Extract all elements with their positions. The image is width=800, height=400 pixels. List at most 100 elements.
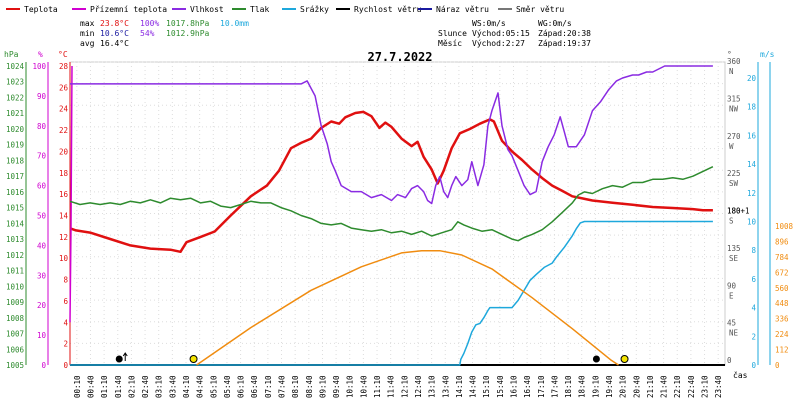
pressure-tick-label: 1014 (6, 219, 25, 228)
compass-label: N (729, 67, 734, 76)
moon-icon (115, 355, 123, 363)
x-tick-label: 06:10 (237, 375, 246, 398)
hpa-unit: hPa (4, 50, 19, 59)
temperature-tick-label: 26 (59, 83, 69, 92)
pressure-tick-label: 1016 (6, 188, 25, 197)
x-tick-label: 00:10 (73, 375, 82, 398)
x-tick-label: 02:10 (127, 375, 136, 398)
wind-tick-label: 18 (747, 103, 757, 112)
x-tick-label: 20:10 (619, 375, 628, 398)
series-line (70, 220, 713, 366)
sunrise-time: Východ:05:15 (472, 29, 530, 38)
legend-label: Vlhkost (190, 5, 224, 14)
pressure-tick-label: 1007 (6, 330, 24, 339)
x-tick-label: 21:40 (660, 375, 669, 398)
x-tick-label: 16:40 (523, 375, 532, 398)
max-humidity: 100% (140, 19, 159, 28)
humidity-tick-label: 30 (37, 271, 47, 280)
pressure-tick-label: 1018 (6, 156, 25, 165)
wind-tick-label: 16 (747, 131, 757, 140)
x-tick-label: 04:10 (182, 375, 191, 398)
wind-tick-label: 10 (747, 218, 757, 227)
pressure-tick-label: 1011 (6, 267, 24, 276)
rain-tick-label: 560 (775, 284, 789, 293)
temperature-tick-label: 8 (63, 276, 68, 285)
direction-tick-label: 180 (727, 207, 741, 216)
x-tick-label: 03:10 (155, 375, 164, 398)
legend-label: Přízemní teplota (90, 5, 167, 14)
x-tick-label: 07:40 (278, 375, 287, 398)
chart-markers (115, 352, 629, 363)
humidity-tick-label: 20 (37, 301, 47, 310)
x-tick-label: 08:10 (291, 375, 300, 398)
series-line (69, 166, 714, 242)
humidity-tick-label: 50 (37, 212, 47, 221)
wind-arrow-icon (122, 352, 128, 361)
min-label: min (80, 29, 95, 38)
x-tick-label: 15:10 (482, 375, 491, 398)
x-tick-label: 17:10 (537, 375, 546, 398)
compass-label: SW (729, 179, 739, 188)
pressure-tick-label: 1010 (6, 282, 25, 291)
x-tick-label: 05:10 (209, 375, 218, 398)
x-tick-label: 15:40 (496, 375, 505, 398)
x-tick-label: 09:10 (318, 375, 327, 398)
x-tick-label: 10:10 (346, 375, 355, 398)
series-line (70, 65, 713, 205)
x-tick-label: 03:40 (168, 375, 177, 398)
x-tick-label: 11:10 (373, 375, 382, 398)
x-tick-label: 07:10 (264, 375, 273, 398)
x-tick-label: 00:40 (86, 375, 95, 398)
sun-label: Slunce (438, 29, 467, 38)
direction-tick-label: 45 (727, 319, 736, 328)
pressure-tick-label: 1006 (6, 345, 25, 354)
x-tick-label: 13:40 (441, 375, 450, 398)
direction-tick-label: 315 (727, 94, 741, 103)
wind-tick-label: 12 (747, 189, 756, 198)
rain-tick-label: 336 (775, 315, 789, 324)
max-pressure: 1017.8hPa (166, 19, 210, 28)
avg-temp: 16.4°C (100, 39, 129, 48)
min-temp: 10.6°C (100, 29, 129, 38)
temperature-tick-label: 14 (59, 212, 69, 221)
x-tick-label: 17:40 (550, 375, 559, 398)
pressure-tick-label: 1015 (6, 204, 24, 213)
min-humidity: 54% (140, 29, 155, 38)
x-tick-label: 05:40 (223, 375, 232, 398)
moon-icon (592, 355, 600, 363)
degc-unit: °C (58, 50, 68, 59)
pct-unit: % (38, 50, 43, 59)
temperature-tick-label: 28 (59, 62, 69, 71)
chart-legend: Teplota Přízemní teplota Vlhkost Tlak Srážky… (6, 5, 564, 14)
rain-tick-label: 896 (775, 237, 789, 246)
wind-tick-label: 2 (751, 332, 756, 341)
x-tick-label: 08:40 (305, 375, 314, 398)
humidity-tick-label: 80 (37, 122, 47, 131)
temperature-tick-label: 4 (63, 318, 68, 327)
legend-label: Náraz větru (436, 5, 489, 14)
x-tick-label: 09:40 (332, 375, 341, 398)
direction-tick-label: 90 (727, 281, 737, 290)
temperature-tick-label: 16 (59, 190, 69, 199)
wind-tick-label: 20 (747, 74, 757, 83)
series-line (69, 65, 73, 323)
pressure-tick-label: 1020 (6, 125, 25, 134)
x-tick-label: 01:40 (114, 375, 123, 398)
sunset-time: Západ:20:38 (538, 29, 591, 38)
humidity-tick-label: 40 (37, 241, 47, 250)
humidity-tick-label: 70 (37, 152, 47, 161)
legend-label: Směr větru (516, 5, 564, 14)
x-tick-label: 23:10 (701, 375, 710, 398)
x-tick-label: 19:40 (605, 375, 614, 398)
x-tick-label: 18:10 (564, 375, 573, 398)
chart-axes: 00:10 00:40 01:10 01:40 02:10 02:40 03:10 03:40… (4, 50, 794, 398)
pressure-tick-label: 1008 (6, 314, 25, 323)
x-tick-label: 20:40 (632, 375, 641, 398)
rain-tick-label: 112 (775, 346, 789, 355)
moon-label: Měsíc (438, 39, 462, 48)
pressure-tick-label: 1017 (6, 172, 24, 181)
humidity-tick-label: 0 (41, 361, 46, 370)
wind-tick-label: 14 (747, 160, 757, 169)
temperature-tick-label: 24 (59, 105, 69, 114)
x-tick-label: 13:10 (428, 375, 437, 398)
